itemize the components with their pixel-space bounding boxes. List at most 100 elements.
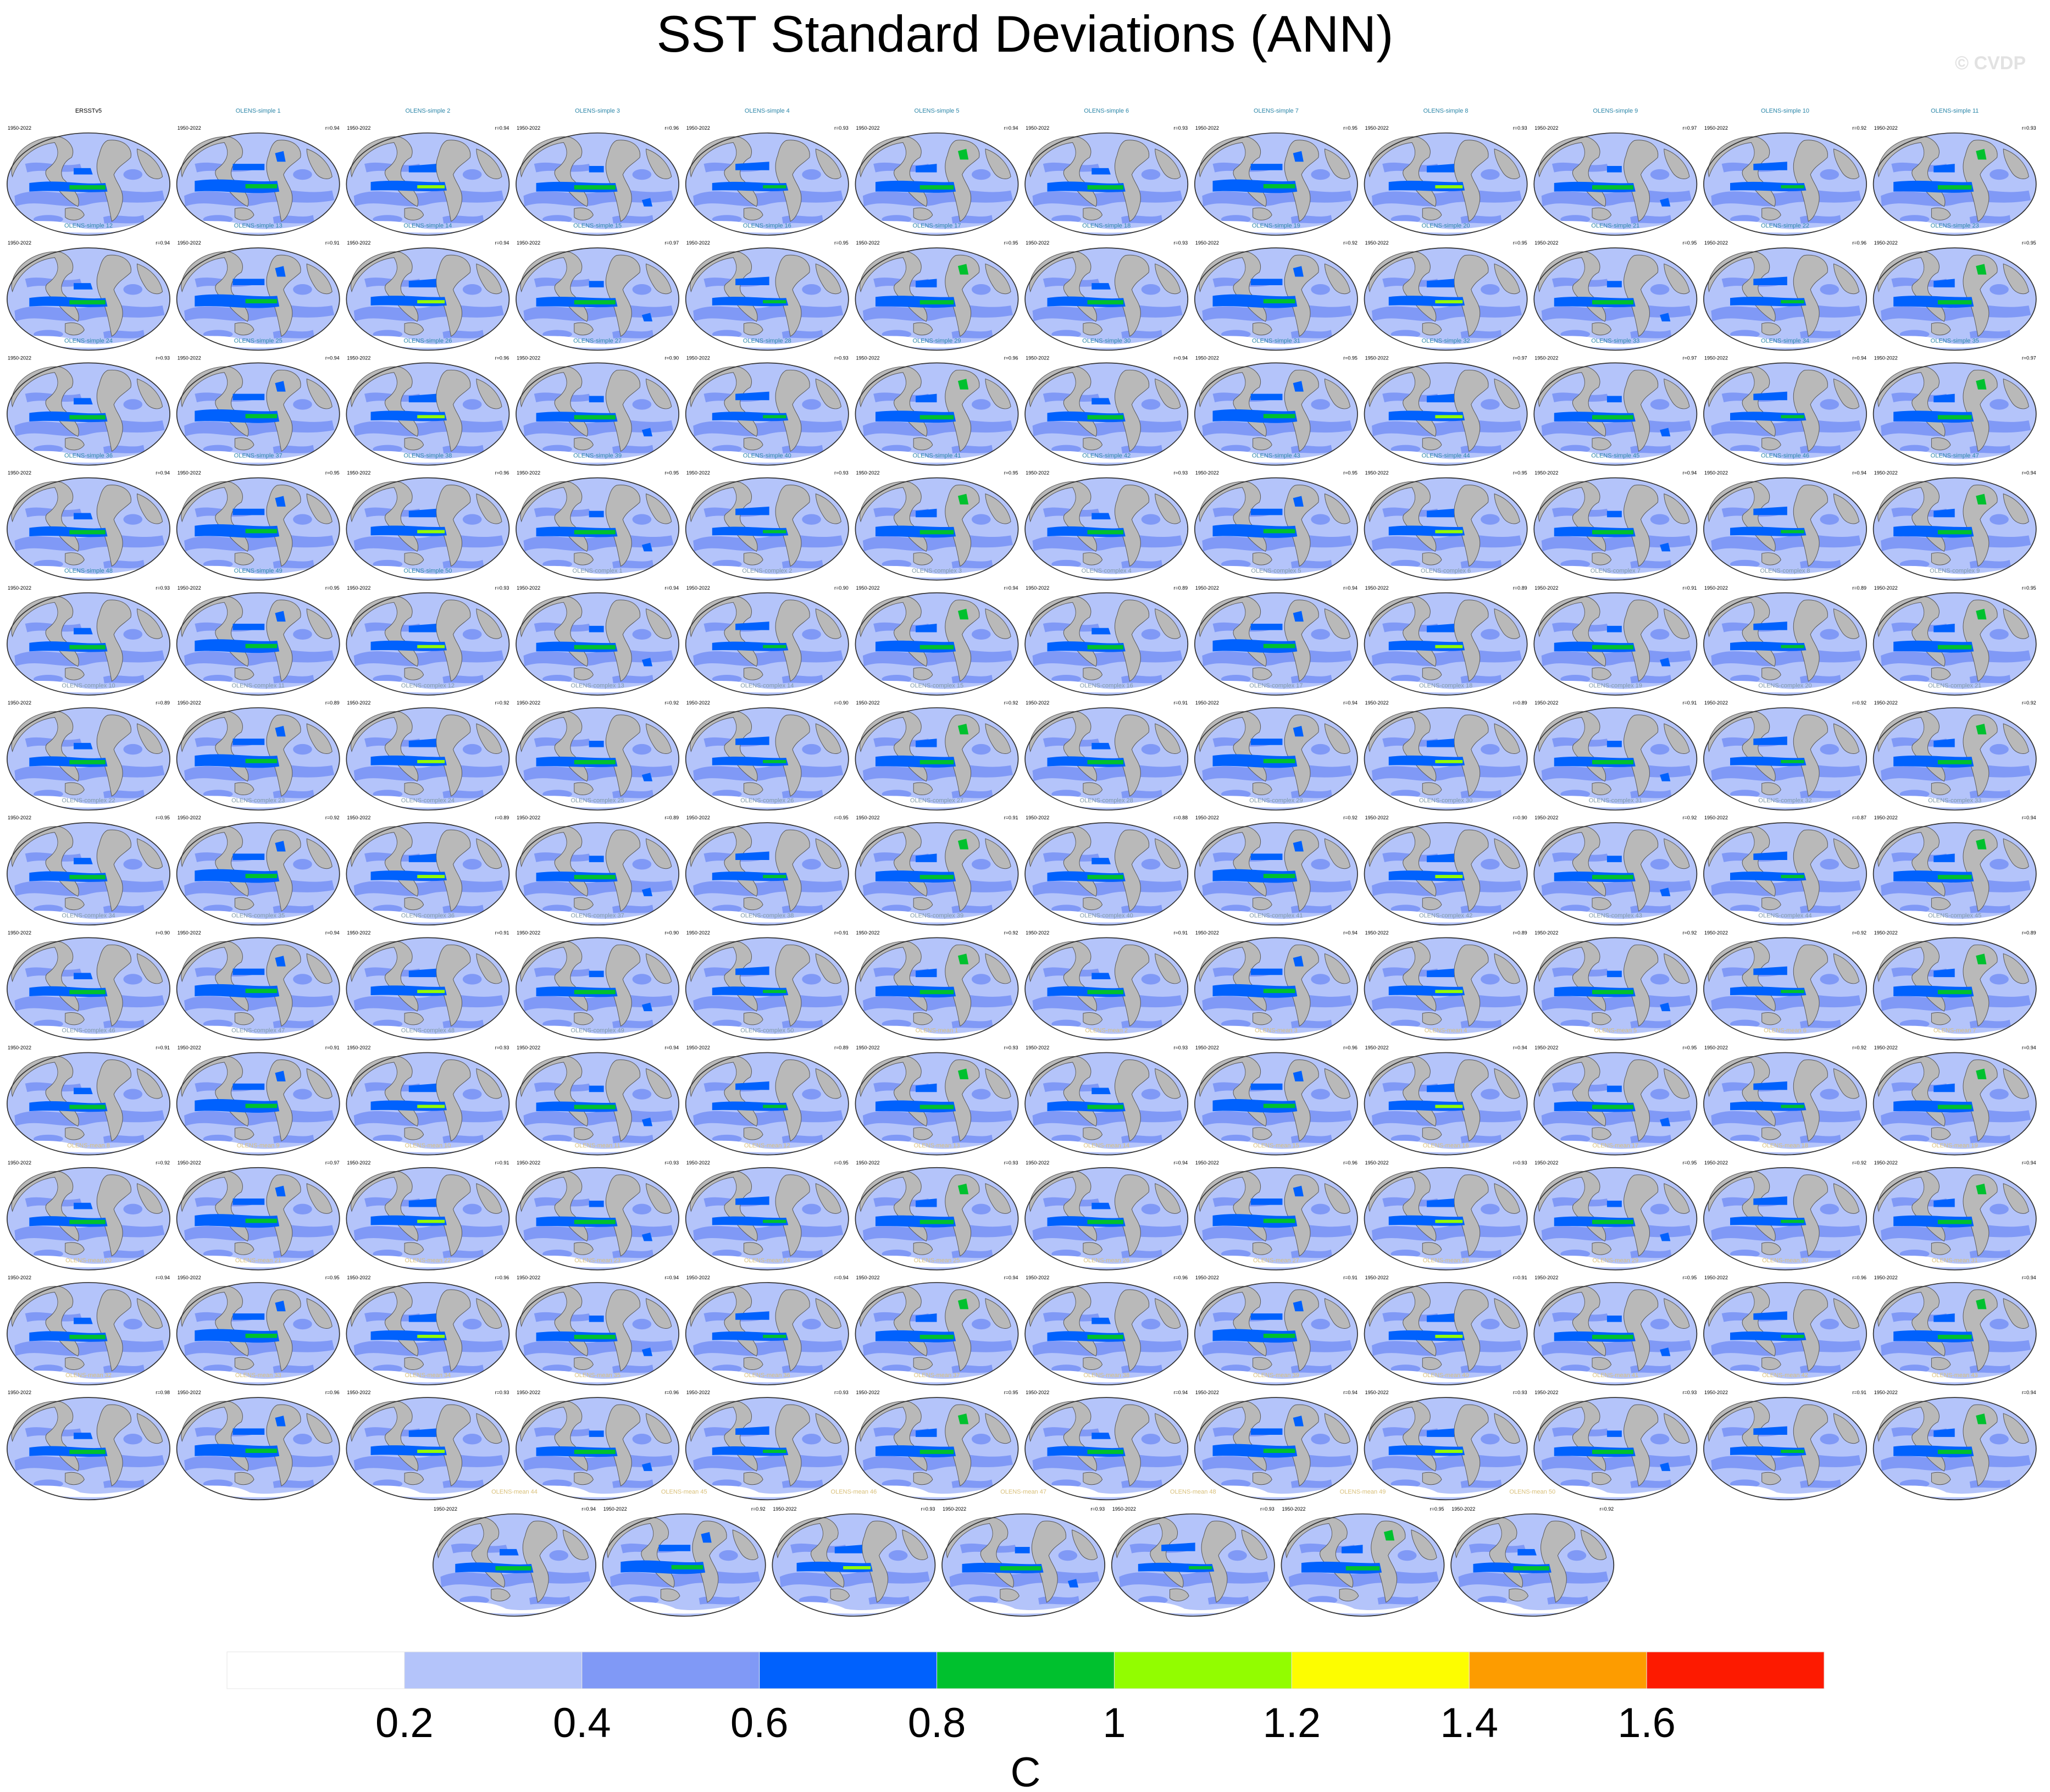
- panel-correlation: r=0.92: [1343, 815, 1358, 820]
- map-panel: OLENS-mean 29 1950-2022 r=0.95: [1533, 1257, 1698, 1385]
- panel-title: OLENS-complex 32: [1758, 797, 1811, 804]
- map-panel: OLENS-mean 16 1950-2022 r=0.93: [1364, 1142, 1528, 1271]
- panel-correlation: r=0.87: [1852, 815, 1866, 820]
- colorbar-bin: [1646, 1651, 1825, 1689]
- panel-period: 1950-2022: [1704, 1275, 1728, 1280]
- panel-correlation: r=0.93: [921, 1506, 935, 1512]
- panel-correlation: r=0.93: [495, 585, 509, 591]
- panel-period: 1950-2022: [1704, 1160, 1728, 1166]
- panel-title: OLENS-simple 3: [575, 108, 620, 114]
- panel-title: OLENS-complex 43: [1589, 912, 1642, 919]
- panel-correlation: r=0.92: [495, 700, 509, 706]
- panel-title: OLENS-complex 29: [1249, 797, 1303, 804]
- map-panel: OLENS-simple 39 1950-2022 r=0.95: [516, 453, 680, 581]
- panel-correlation: r=0.92: [2022, 700, 2036, 706]
- panel-title: OLENS-simple 21: [1591, 223, 1639, 229]
- panel-title: OLENS-simple 37: [234, 453, 282, 459]
- panel-title: OLENS-complex 46: [62, 1028, 115, 1034]
- panel-title: OLENS-mean 44: [491, 1489, 538, 1495]
- panel-period: 1950-2022: [1365, 700, 1389, 706]
- panel-title: OLENS-mean 42: [1762, 1372, 1808, 1379]
- panel-correlation: r=0.92: [1852, 1045, 1866, 1051]
- panel-period: 1950-2022: [1874, 815, 1898, 820]
- panel-period: 1950-2022: [686, 125, 710, 131]
- panel-correlation: r=0.93: [834, 470, 849, 476]
- map-panel: OLENS-mean 8 1950-2022 r=0.92: [7, 1142, 170, 1271]
- panel-period: 1950-2022: [517, 585, 540, 591]
- panel-title: OLENS-complex 27: [910, 797, 963, 804]
- panel-correlation: r=0.97: [1683, 355, 1697, 360]
- panel-title: OLENS-simple 22: [1761, 223, 1809, 229]
- map-panel: OLENS-complex 49 1950-2022 r=0.94: [516, 1028, 680, 1156]
- panel-correlation: r=0.95: [1513, 470, 1527, 476]
- map-panel: OLENS-mean 1 1950-2022 r=0.93: [855, 1028, 1019, 1156]
- panel-correlation: r=0.91: [495, 1160, 509, 1166]
- panel-period: 1950-2022: [603, 1506, 627, 1512]
- panel-correlation: r=0.95: [834, 240, 849, 246]
- map-panel: OLENS-complex 47 1950-2022 r=0.91: [176, 1028, 340, 1156]
- panel-period: 1950-2022: [347, 240, 370, 246]
- map-panel: OLENS-simple 10 1950-2022 r=0.92: [1703, 108, 1867, 236]
- panel-title: OLENS-simple 47: [1931, 453, 1979, 459]
- panel-period: 1950-2022: [178, 1275, 201, 1280]
- map-panel: OLENS-complex 35 1950-2022 r=0.94: [176, 912, 340, 1041]
- map-panel: OLENS-complex 13 1950-2022 r=0.92: [516, 683, 680, 811]
- panel-correlation: r=0.98: [156, 1390, 170, 1395]
- panel-period: 1950-2022: [1026, 1275, 1049, 1280]
- panel-title: OLENS-complex 30: [1419, 797, 1472, 804]
- panel-period: 1950-2022: [1704, 585, 1728, 591]
- map-panel: OLENS-simple 17 1950-2022 r=0.95: [855, 223, 1019, 351]
- panel-title: OLENS-mean 23: [574, 1257, 620, 1264]
- panel-correlation: r=0.95: [325, 470, 340, 476]
- panel-title: OLENS-simple 14: [403, 223, 452, 229]
- map-panel: OLENS-mean 10 1950-2022 r=0.91: [346, 1142, 510, 1271]
- panel-period: 1950-2022: [517, 355, 540, 360]
- panel-correlation: r=0.93: [2022, 125, 2036, 131]
- panel-period: 1950-2022: [1195, 355, 1219, 360]
- panel-title: OLENS-simple 1: [236, 108, 281, 114]
- panel-period: 1950-2022: [856, 1160, 880, 1166]
- panel-period: 1950-2022: [347, 125, 370, 131]
- map-panel: OLENS-complex 7 1950-2022 r=0.91: [1533, 568, 1698, 696]
- panel-period: 1950-2022: [1874, 240, 1898, 246]
- map-panel: OLENS-complex 2 1950-2022 r=0.90: [685, 568, 849, 696]
- panel-period: 1950-2022: [1874, 585, 1898, 591]
- panel-correlation: r=0.92: [1004, 700, 1018, 706]
- colorbar-tick-label: 0.2: [375, 1700, 434, 1746]
- panel-correlation: r=0.93: [1173, 1045, 1188, 1051]
- panel-correlation: r=0.93: [1173, 240, 1188, 246]
- panel-title: OLENS-complex 33: [1928, 797, 1981, 804]
- panel-period: 1950-2022: [178, 1045, 201, 1051]
- panel-correlation: r=0.96: [1343, 1160, 1358, 1166]
- panel-title: OLENS-complex 23: [231, 797, 285, 804]
- panel-title: OLENS-simple 6: [1084, 108, 1129, 114]
- map-panel: OLENS-complex 11 1950-2022 r=0.89: [176, 683, 340, 811]
- panel-title: OLENS-mean 4: [1425, 1028, 1467, 1034]
- panel-title: OLENS-simple 39: [573, 453, 622, 459]
- panel-correlation: r=0.91: [1173, 700, 1188, 706]
- map-panel: OLENS-mean 12 1950-2022 r=0.95: [685, 1142, 849, 1271]
- panel-correlation: r=0.89: [1513, 585, 1527, 591]
- panel-correlation: r=0.91: [1852, 1390, 1866, 1395]
- map-panel: OLENS-simple 46 1950-2022 r=0.94: [1703, 453, 1867, 581]
- map-panel: OLENS-mean 17 1950-2022 r=0.95: [1533, 1142, 1698, 1271]
- map-panel: OLENS-mean 24 1950-2022 r=0.94: [685, 1257, 849, 1385]
- map-panel: OLENS-simple 28 1950-2022 r=0.93: [685, 337, 849, 466]
- panel-title: OLENS-complex 40: [1080, 912, 1133, 919]
- panel-correlation: r=0.92: [325, 815, 340, 820]
- panel-correlation: r=0.94: [1004, 585, 1018, 591]
- panel-title: OLENS-mean 11: [575, 1142, 620, 1149]
- panel-period: 1950-2022: [1365, 1045, 1389, 1051]
- panel-correlation: r=0.97: [325, 1160, 340, 1166]
- panel-period: 1950-2022: [856, 1390, 880, 1395]
- panel-period: 1950-2022: [1534, 1160, 1558, 1166]
- map-panel: OLENS-simple 5 1950-2022 r=0.94: [855, 108, 1019, 236]
- panel-correlation: r=0.91: [156, 1045, 170, 1051]
- panel-correlation: r=0.94: [1343, 1390, 1358, 1395]
- panel-title: OLENS-simple 7: [1254, 108, 1299, 114]
- map-panel: OLENS-mean 37 1950-2022 r=0.95: [855, 1372, 1019, 1501]
- panel-period: 1950-2022: [1365, 240, 1389, 246]
- panel-title: OLENS-mean 9: [237, 1142, 280, 1149]
- panel-period: 1950-2022: [1874, 125, 1898, 131]
